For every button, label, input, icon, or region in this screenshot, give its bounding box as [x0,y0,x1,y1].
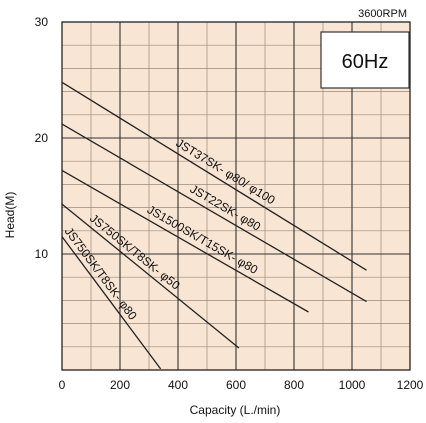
x-tick-labels: 0 200 400 600 800 1000 1200 [59,378,424,392]
y-tick-label: 30 [35,15,49,29]
x-tick-label: 600 [226,378,246,392]
curve-line [61,236,162,370]
x-tick-label: 800 [284,378,304,392]
major-grid [62,22,410,370]
plot-frame [61,21,411,371]
curve-line [61,123,367,303]
curve-line [61,203,240,349]
frequency-label: 60Hz [342,51,389,73]
curve-line [61,169,309,313]
curves-layer [61,81,367,370]
y-tick-labels: 10 20 30 [35,15,49,261]
curve-line [61,81,367,271]
x-axis-title: Capacity (L./min) [190,403,281,417]
y-axis-title: Head(M) [3,192,17,239]
x-tick-label: 200 [110,378,130,392]
x-tick-label: 1000 [339,378,366,392]
rpm-label: 3600RPM [358,8,407,20]
x-tick-label: 0 [59,378,66,392]
frequency-box [320,31,410,89]
y-tick-label: 20 [35,131,49,145]
x-tick-label: 1200 [397,378,424,392]
x-tick-label: 400 [168,378,188,392]
y-tick-label: 10 [35,247,49,261]
